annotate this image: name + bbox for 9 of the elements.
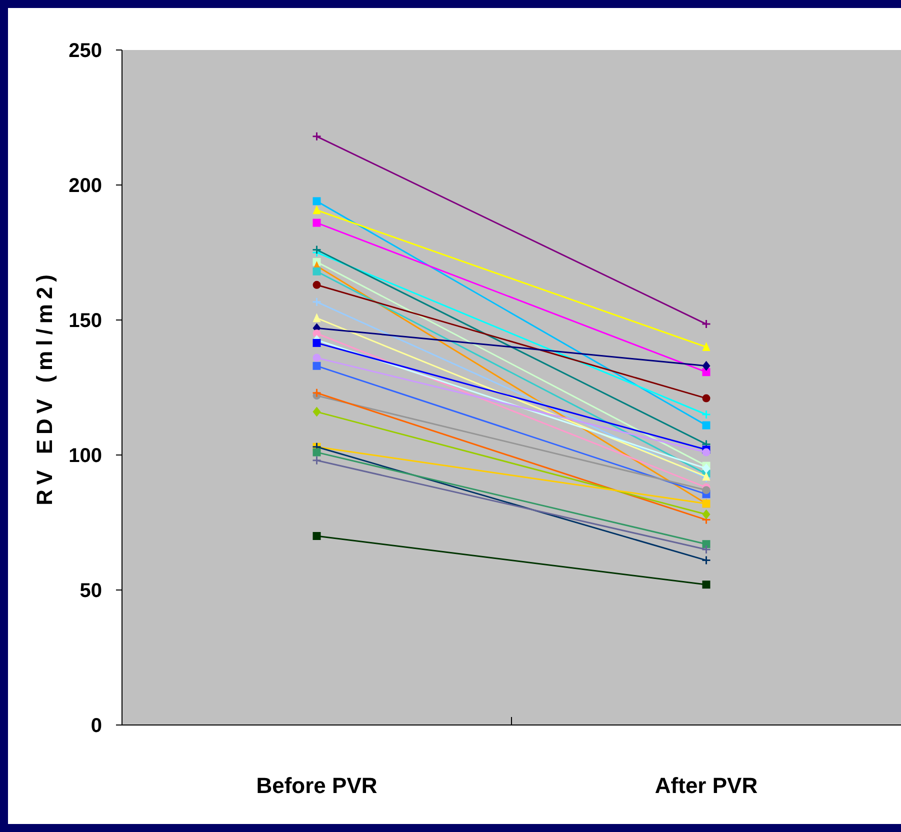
y-tick-label: 200 bbox=[68, 175, 102, 197]
y-tick-label: 250 bbox=[68, 40, 102, 62]
x-tick-label: After PVR bbox=[654, 773, 758, 798]
y-tick-label: 100 bbox=[68, 445, 102, 467]
y-axis-title: RV EDV (ml/m2) bbox=[32, 270, 57, 506]
x-tick-label: Before PVR bbox=[256, 773, 378, 798]
y-tick-label: 50 bbox=[80, 580, 102, 602]
y-tick-label: 0 bbox=[90, 715, 102, 737]
y-tick-label: 150 bbox=[68, 310, 102, 332]
